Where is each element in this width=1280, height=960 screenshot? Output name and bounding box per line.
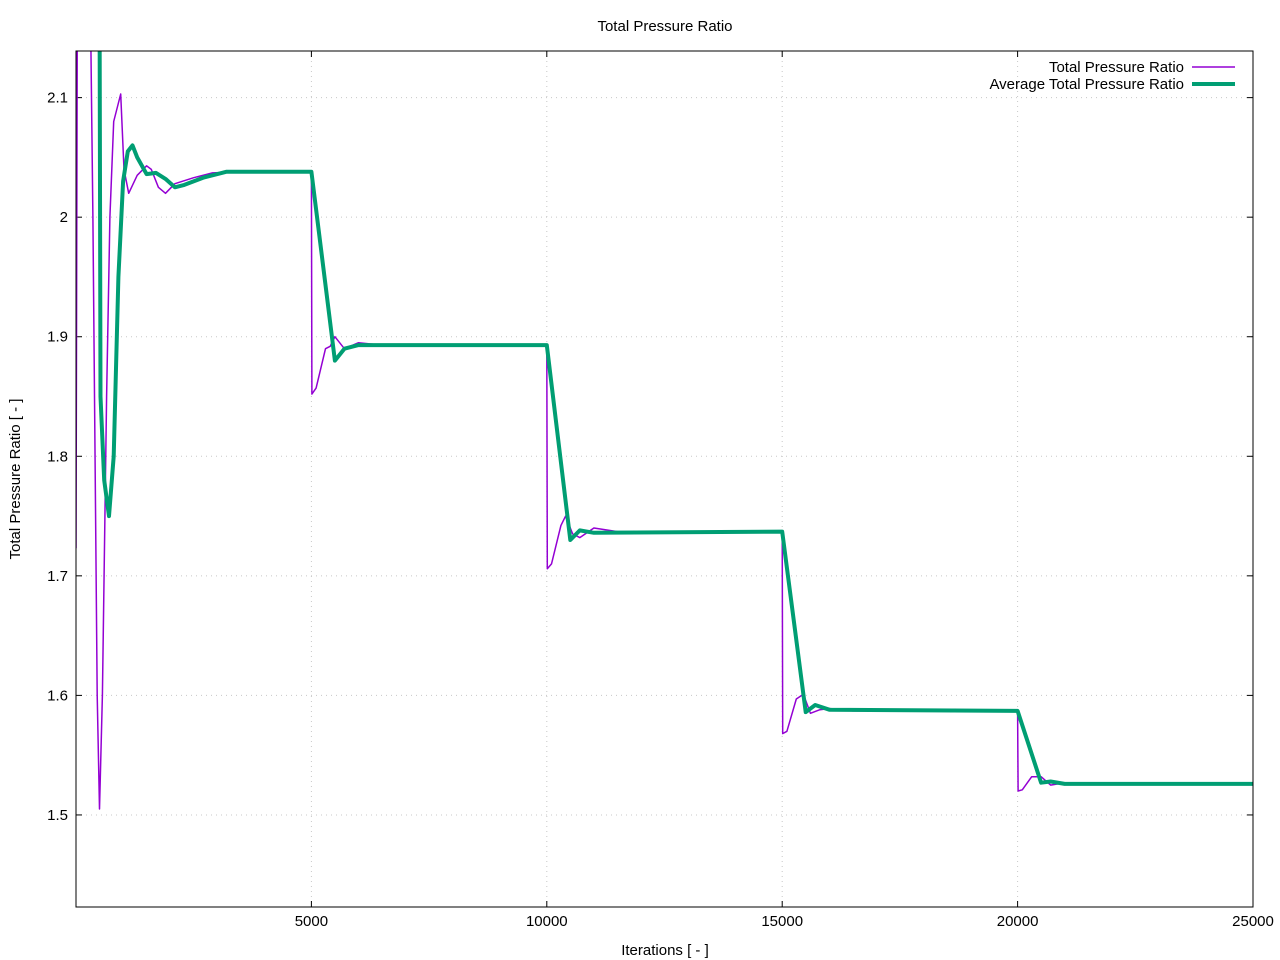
- y-tick-label: 1.5: [47, 807, 68, 824]
- x-tick-label: 10000: [526, 913, 568, 930]
- legend-label-1: Total Pressure Ratio: [1049, 59, 1184, 76]
- y-tick-label: 2: [60, 209, 68, 226]
- y-tick-label: 1.6: [47, 687, 68, 704]
- y-tick-label: 2.1: [47, 90, 68, 107]
- y-tick-label: 1.8: [47, 448, 68, 465]
- legend-label-2: Average Total Pressure Ratio: [989, 76, 1184, 93]
- x-tick-label: 5000: [295, 913, 328, 930]
- series-line-2: [97, 51, 1253, 786]
- y-tick-label: 1.9: [47, 329, 68, 346]
- y-axis-label: Total Pressure Ratio [ - ]: [7, 399, 24, 560]
- chart-title: Total Pressure Ratio: [597, 18, 732, 35]
- x-axis-label: Iterations [ - ]: [621, 942, 709, 959]
- x-tick-label: 15000: [761, 913, 803, 930]
- x-tick-label: 20000: [997, 913, 1039, 930]
- grid: [76, 51, 1253, 907]
- plot-frame: [75, 50, 1254, 908]
- y-tick-label: 1.7: [47, 568, 68, 585]
- series-group: [76, 51, 1253, 810]
- x-tick-label: 25000: [1232, 913, 1274, 930]
- axis-ticks: 5000 10000 15000 20000 25000 1.5 1.6 1.7 1.8 1.9 2…: [47, 51, 1274, 930]
- series-line-1: [76, 51, 1253, 810]
